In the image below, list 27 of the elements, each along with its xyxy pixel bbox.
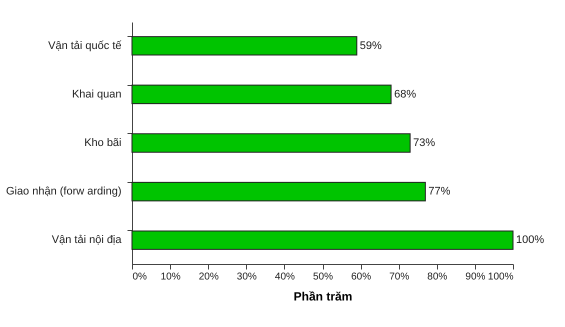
bar (132, 230, 514, 250)
x-tick-label: 0% (132, 272, 148, 282)
y-tick-label: Vận tải nội địa (52, 234, 122, 246)
y-tick-label: Khai quan (72, 88, 122, 100)
y-tick-label: Kho bãi (84, 137, 122, 149)
y-tick-label: Vận tải quốc tế (48, 40, 122, 52)
x-axis-title: Phần trăm (294, 290, 352, 304)
bar (132, 133, 411, 153)
data-label: 73% (413, 137, 436, 149)
x-tick-label: 70% (389, 272, 410, 282)
x-tick-label: 80% (427, 272, 448, 282)
x-tick-label: 100% (488, 272, 514, 282)
y-tick-label: Giao nhận (forw arding) (6, 186, 122, 198)
data-label: 59% (360, 40, 382, 52)
x-tick-label: 30% (236, 272, 257, 282)
bar (132, 36, 358, 56)
data-label: 68% (394, 88, 416, 100)
data-label: 77% (428, 186, 451, 198)
x-tick-label: 90% (465, 272, 486, 282)
x-tick-label: 60% (351, 272, 372, 282)
data-label: 100% (516, 234, 544, 246)
x-tick-label: 20% (198, 272, 219, 282)
x-tick-label: 50% (312, 272, 334, 282)
bar (132, 84, 392, 104)
x-tick-label: 40% (274, 272, 296, 282)
bar (132, 182, 426, 202)
x-tick-label: 10% (160, 272, 181, 282)
